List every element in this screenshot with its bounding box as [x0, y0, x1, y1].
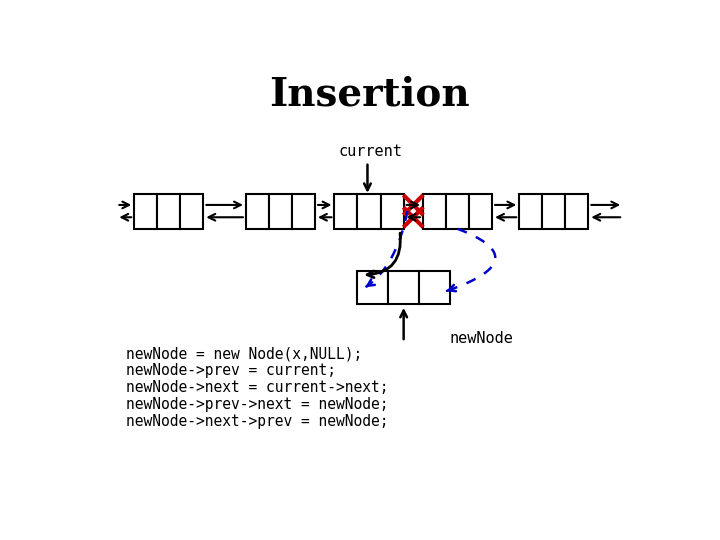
Bar: [157, 194, 180, 229]
Text: current: current: [338, 144, 402, 159]
Bar: [357, 194, 381, 229]
Text: newNode->next = current->next;: newNode->next = current->next;: [127, 380, 389, 395]
Bar: [388, 271, 419, 303]
Bar: [134, 194, 157, 229]
Bar: [469, 194, 492, 229]
Bar: [357, 271, 388, 303]
Bar: [419, 271, 450, 303]
Bar: [180, 194, 204, 229]
Bar: [423, 194, 446, 229]
Text: Insertion: Insertion: [269, 75, 469, 113]
Bar: [269, 194, 292, 229]
Bar: [381, 194, 404, 229]
Bar: [565, 194, 588, 229]
Text: newNode->prev->next = newNode;: newNode->prev->next = newNode;: [127, 397, 389, 412]
Bar: [542, 194, 565, 229]
Bar: [446, 194, 469, 229]
Text: newNode->prev = current;: newNode->prev = current;: [127, 363, 336, 378]
Bar: [292, 194, 315, 229]
Text: newNode: newNode: [450, 330, 514, 346]
Text: newNode->next->prev = newNode;: newNode->next->prev = newNode;: [127, 414, 389, 429]
Bar: [246, 194, 269, 229]
Bar: [519, 194, 542, 229]
Bar: [334, 194, 357, 229]
Text: newNode = new Node(x,NULL);: newNode = new Node(x,NULL);: [127, 346, 363, 361]
